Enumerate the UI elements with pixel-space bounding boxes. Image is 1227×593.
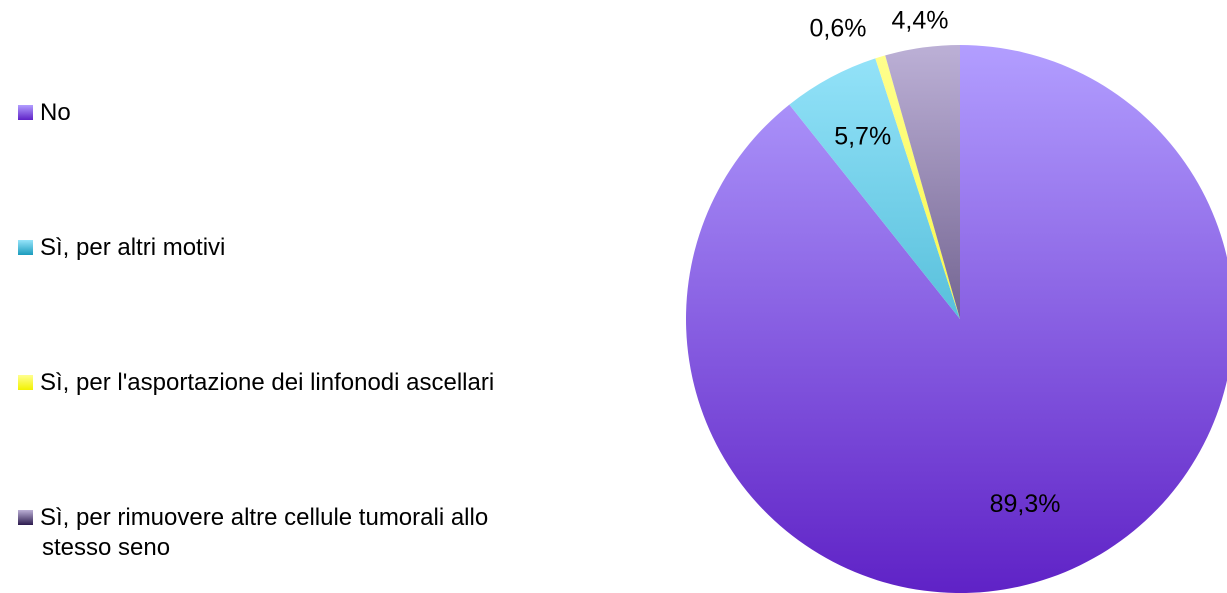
legend-swatch — [18, 375, 33, 390]
legend-swatch — [18, 510, 33, 525]
legend-swatch — [18, 105, 33, 120]
legend-item: Sì, per rimuovere altre cellule tumorali… — [18, 503, 542, 563]
pie-slice — [789, 58, 960, 319]
legend-label: Sì, per rimuovere altre cellule tumorali… — [40, 504, 489, 561]
data-label: 89,3% — [990, 490, 1061, 518]
legend-item: No — [18, 98, 542, 128]
data-label: 4,4% — [892, 7, 949, 35]
pie-slice — [885, 45, 960, 319]
data-label: 0,6% — [810, 15, 867, 43]
legend-label: No — [40, 99, 71, 126]
data-label: 5,7% — [834, 123, 891, 151]
legend-label: Sì, per altri motivi — [40, 234, 226, 261]
pie-slice — [875, 55, 960, 319]
legend-item: Sì, per altri motivi — [18, 233, 542, 263]
pie-slice — [686, 45, 1227, 593]
legend-label: Sì, per l'asportazione dei linfonodi asc… — [40, 369, 495, 396]
legend-item: Sì, per l'asportazione dei linfonodi asc… — [18, 368, 542, 398]
legend-swatch — [18, 240, 33, 255]
